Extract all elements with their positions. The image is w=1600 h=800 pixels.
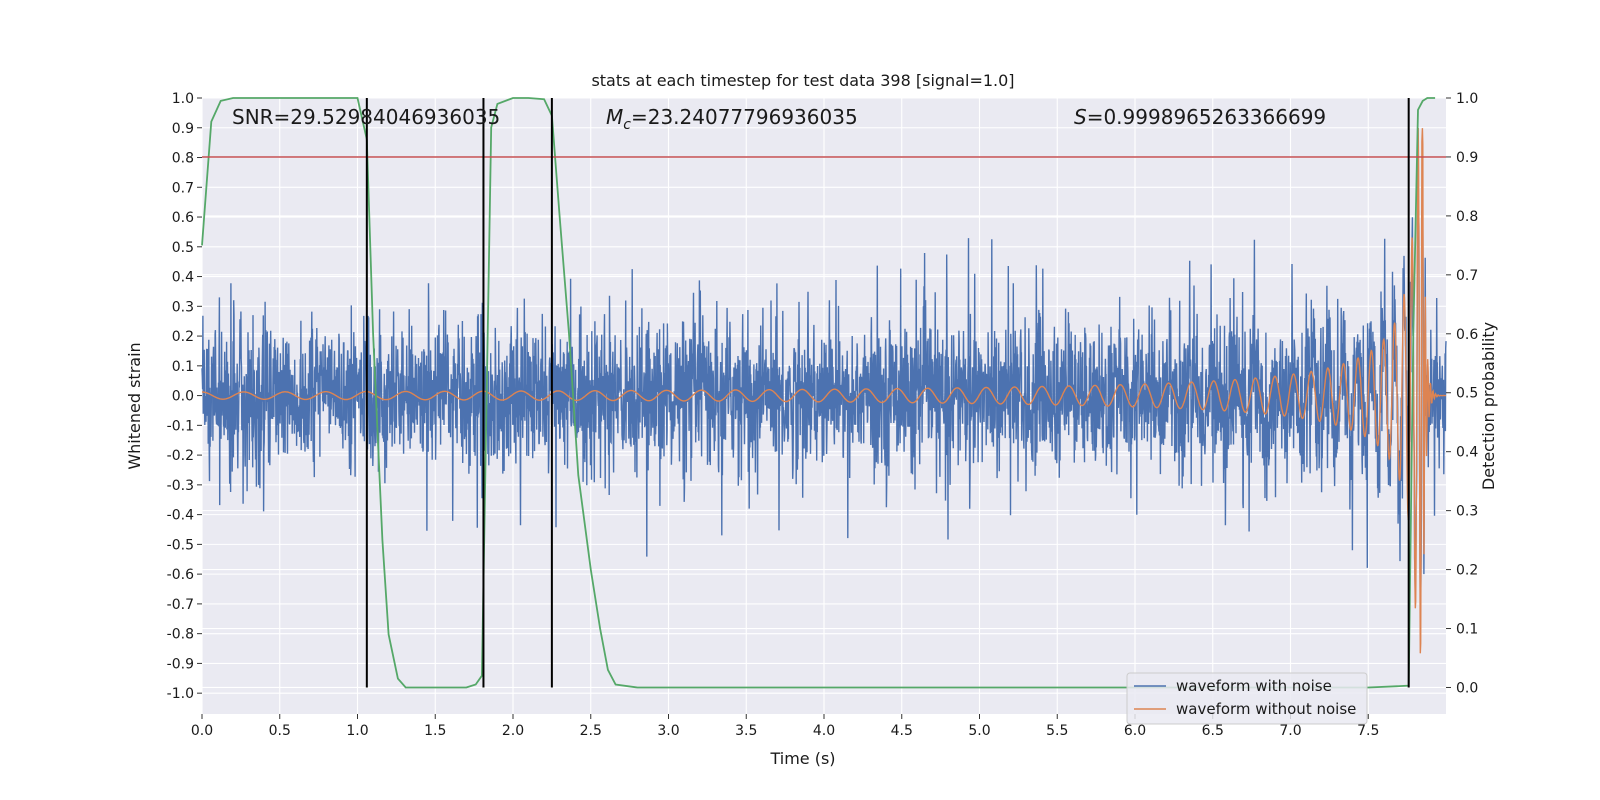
y-right-tick-label: 0.7	[1456, 268, 1478, 284]
x-tick-label: 5.0	[968, 723, 990, 739]
legend-box	[1126, 672, 1368, 725]
score-symbol: S	[1074, 105, 1087, 129]
x-axis-label: Time (s)	[769, 749, 835, 768]
y-right-tick-label: 0.6	[1456, 327, 1478, 343]
x-tick-label: 0.0	[191, 723, 213, 739]
y-tick-label: 0.5	[172, 240, 194, 256]
legend-label-with-noise: waveform with noise	[1176, 677, 1332, 695]
legend-label-without-noise: waveform without noise	[1176, 700, 1356, 718]
y-axis-label-left: Whitened strain	[125, 342, 144, 469]
y-tick-label: 0.7	[172, 180, 194, 196]
y-tick-label: -0.5	[167, 537, 194, 553]
y-tick-label: -0.2	[167, 448, 194, 464]
y-axis-label-right: Detection probability	[1479, 322, 1498, 490]
x-tick-label: 4.0	[813, 723, 835, 739]
clean-waveform-line	[202, 127, 1446, 654]
y-tick-label: -0.6	[167, 567, 194, 583]
y-right-tick-label: 0.9	[1456, 150, 1478, 166]
y-tick-label: -0.9	[167, 656, 194, 672]
y-tick-label: -0.4	[167, 508, 194, 524]
series-waveform-without-noise	[202, 127, 1446, 654]
score-value: =0.9998965263366699	[1087, 105, 1326, 129]
chirp-mass-annotation: Mc=23.24077796936035	[606, 105, 858, 133]
y-tick-label: 0.2	[172, 329, 194, 345]
legend: waveform with noise waveform without noi…	[1126, 672, 1368, 725]
y-right-tick-label: 1.0	[1456, 91, 1478, 107]
x-tick-label: 5.5	[1046, 723, 1068, 739]
x-tick-label: 6.0	[1124, 723, 1146, 739]
y-tick-label: -0.7	[167, 597, 194, 613]
y-tick-label: 0.6	[172, 210, 194, 226]
y-tick-label: 0.3	[172, 299, 194, 315]
chirp-mass-value: =23.24077796936035	[631, 105, 858, 129]
chirp-mass-subscript: c	[623, 117, 631, 133]
x-tick-label: 3.5	[735, 723, 757, 739]
y-axis-ticks-right: 1.0 0.9 0.8 0.7 0.6 0.5 0.4 0.3 0.2 0.1 0.0	[1446, 91, 1478, 696]
y-tick-label: 0.1	[172, 359, 194, 375]
x-tick-label: 7.5	[1357, 723, 1379, 739]
y-tick-label: 0.9	[172, 121, 194, 137]
y-tick-label: -0.8	[167, 627, 194, 643]
x-axis-ticks: 0.0 0.5 1.0 1.5 2.0 2.5 3.0 3.5 4.0 4.5 5.0 5.5 6.0 6…	[191, 714, 1379, 739]
y-tick-label: -0.1	[167, 418, 194, 434]
y-tick-label: 1.0	[172, 91, 194, 107]
x-tick-label: 0.5	[269, 723, 291, 739]
y-right-tick-label: 0.2	[1456, 563, 1478, 579]
x-tick-label: 7.0	[1279, 723, 1301, 739]
y-axis-ticks-left: 1.0 0.9 0.8 0.7 0.6 0.5 0.4 0.3 0.2 0.1 0.0 -0.1 -0.…	[167, 91, 202, 702]
y-right-tick-label: 0.0	[1456, 680, 1478, 696]
y-tick-label: -1.0	[167, 686, 194, 702]
y-tick-label: -0.3	[167, 478, 194, 494]
x-tick-label: 6.5	[1202, 723, 1224, 739]
y-tick-label: 0.8	[172, 151, 194, 167]
y-right-tick-label: 0.1	[1456, 622, 1478, 638]
x-tick-label: 1.0	[346, 723, 368, 739]
y-tick-label: 0.4	[172, 270, 194, 286]
x-tick-label: 2.5	[580, 723, 602, 739]
x-tick-label: 1.5	[424, 723, 446, 739]
x-tick-label: 3.0	[657, 723, 679, 739]
x-tick-label: 2.0	[502, 723, 524, 739]
y-tick-label: 0.0	[172, 389, 194, 405]
chirp-mass-symbol: M	[606, 105, 623, 129]
vertical-markers	[365, 98, 1410, 688]
snr-annotation: SNR=29.52984046936035	[232, 105, 500, 129]
chart-title: stats at each timestep for test data 398…	[591, 71, 1014, 90]
y-right-tick-label: 0.4	[1456, 445, 1478, 461]
x-tick-label: 4.5	[891, 723, 913, 739]
y-right-tick-label: 0.3	[1456, 504, 1478, 520]
y-right-tick-label: 0.8	[1456, 209, 1478, 225]
y-right-tick-label: 0.5	[1456, 386, 1478, 402]
score-annotation: S=0.9998965263366699	[1074, 105, 1326, 129]
